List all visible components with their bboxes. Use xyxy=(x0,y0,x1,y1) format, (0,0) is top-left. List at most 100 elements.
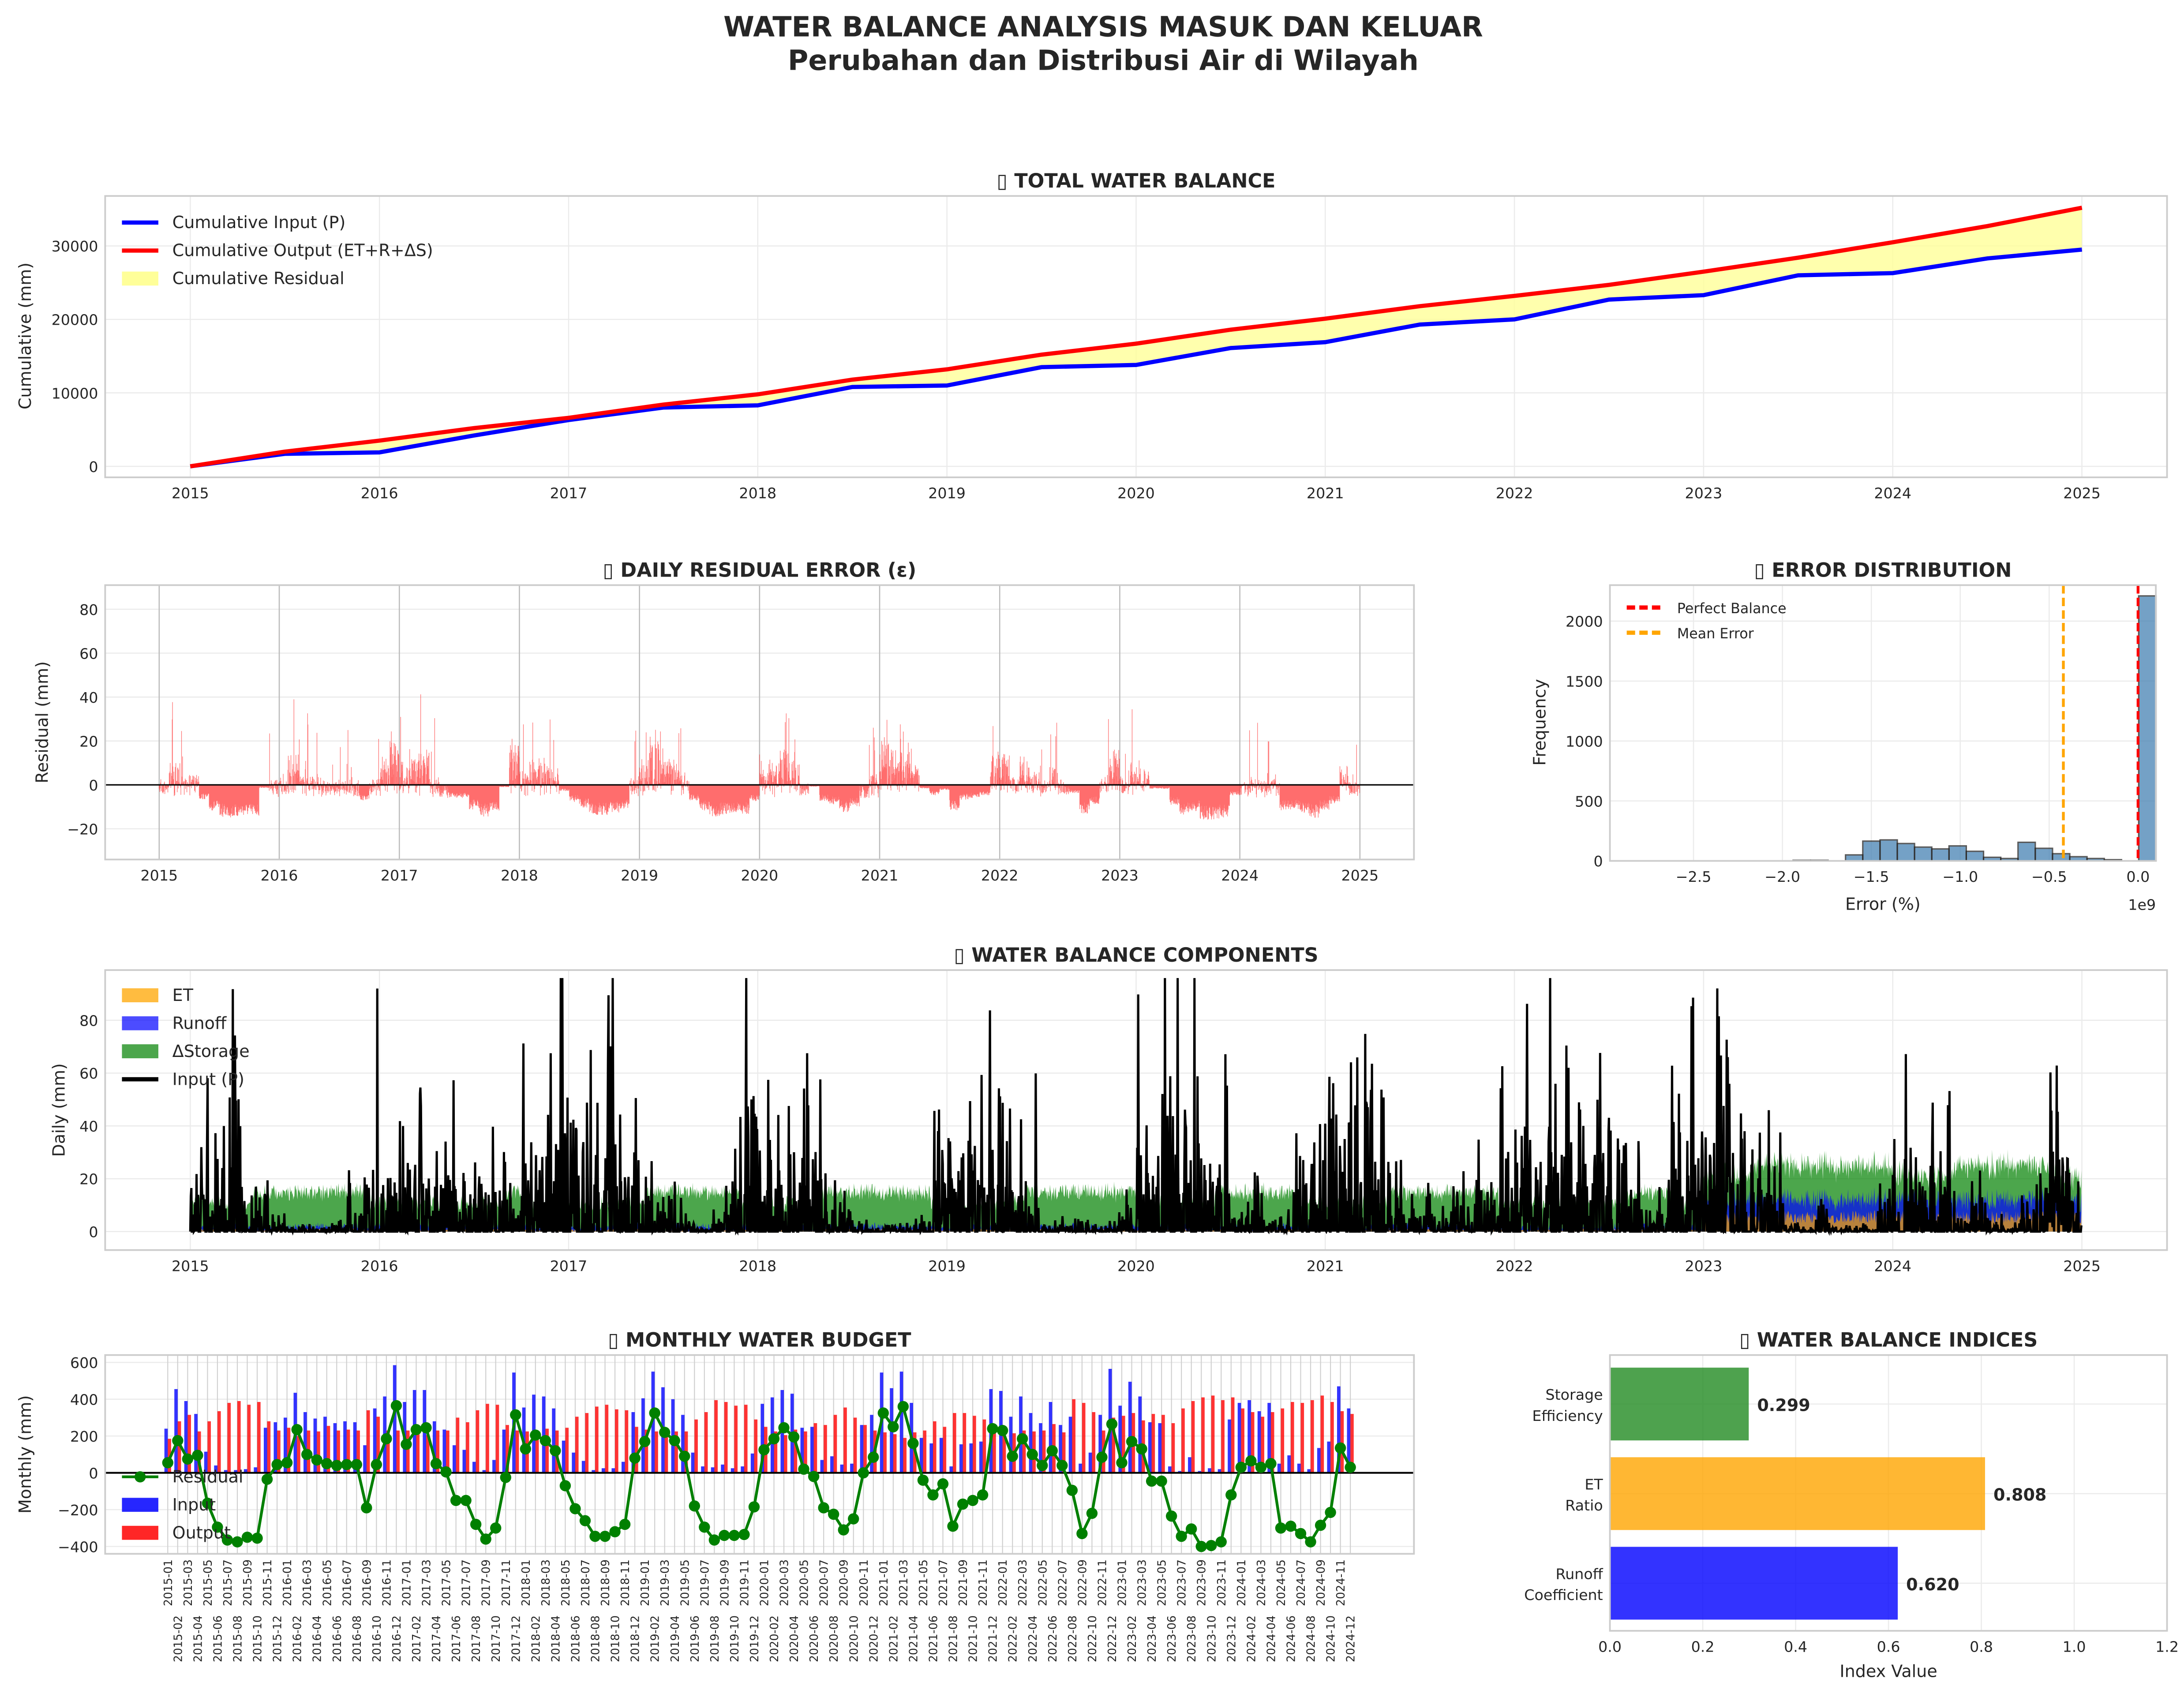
cumulative-chart: ▯ TOTAL WATER BALANCE 2015 2016 2017 2018 201… xyxy=(15,170,2168,502)
output-bar xyxy=(813,1423,817,1473)
output-bar xyxy=(1112,1417,1116,1473)
x-tick-label: 0.6 xyxy=(1877,1638,1900,1655)
residual-marker xyxy=(907,1438,919,1449)
residual-marker xyxy=(1056,1460,1068,1471)
x-tick-label: 2022-09 xyxy=(1075,1559,1089,1606)
residual-marker xyxy=(1325,1506,1336,1518)
output-bar xyxy=(933,1421,937,1473)
x-tick-label: 2016-08 xyxy=(350,1615,363,1662)
output-bar xyxy=(297,1436,300,1473)
input-bar xyxy=(959,1444,963,1473)
y-tick-label: Storage xyxy=(1545,1386,1603,1403)
residual-marker xyxy=(828,1508,839,1520)
residual-marker xyxy=(232,1536,243,1548)
input-bar xyxy=(1088,1452,1092,1473)
y-tick-label: Ratio xyxy=(1565,1497,1603,1514)
x-tick-label: 2020-10 xyxy=(847,1615,860,1662)
output-bar xyxy=(1311,1400,1314,1473)
x-tick-label: 2023-12 xyxy=(1225,1615,1238,1662)
x-tick-label: 2016-02 xyxy=(291,1615,304,1662)
x-tick-label: 2021-05 xyxy=(917,1559,930,1606)
input-bar xyxy=(979,1441,983,1473)
output-bar xyxy=(1231,1397,1235,1473)
output-bar xyxy=(1122,1416,1125,1473)
residual-marker xyxy=(1176,1530,1187,1542)
output-bar xyxy=(1181,1408,1185,1473)
residual-marker xyxy=(689,1500,700,1512)
output-bar xyxy=(506,1425,509,1473)
output-bar xyxy=(963,1413,967,1473)
residual-marker xyxy=(947,1521,959,1532)
x-tick-label: 2016-01 xyxy=(281,1559,294,1606)
output-bar xyxy=(724,1402,728,1473)
output-bar xyxy=(565,1428,569,1473)
output-bar xyxy=(1062,1432,1066,1473)
output-bar xyxy=(923,1430,927,1473)
x-tick-label: 2016-12 xyxy=(390,1615,403,1662)
panel-title-text: WATER BALANCE INDICES xyxy=(1757,1329,2038,1352)
input-bar xyxy=(1188,1457,1191,1473)
input-bar xyxy=(373,1408,377,1473)
x-tick-label: 2022-10 xyxy=(1086,1615,1099,1662)
residual-marker xyxy=(838,1524,849,1536)
output-bar xyxy=(1191,1401,1195,1473)
histogram-bar xyxy=(2034,847,2053,862)
output-bar xyxy=(1320,1395,1324,1473)
input-bar xyxy=(284,1417,287,1473)
x-tick-label: 2023-03 xyxy=(1135,1559,1149,1606)
x-tick-label: 2023-11 xyxy=(1215,1559,1228,1606)
output-bar xyxy=(177,1421,181,1473)
output-bar xyxy=(406,1430,410,1473)
x-tick-label: 2015-02 xyxy=(171,1615,184,1662)
x-tick-label: 2025 xyxy=(1341,867,1379,884)
residual-marker xyxy=(1046,1445,1058,1457)
residual-marker xyxy=(798,1463,809,1475)
y-tick-label: 80 xyxy=(79,1012,98,1030)
x-tick-label: 2018-12 xyxy=(629,1615,642,1662)
residual-marker xyxy=(619,1518,631,1530)
x-tick-label: 2017-02 xyxy=(410,1615,423,1662)
x-tick-label: 2019-06 xyxy=(688,1615,701,1662)
x-tick-label: 2020-12 xyxy=(867,1615,880,1662)
legend-label: Input xyxy=(172,1495,216,1514)
axes-frame xyxy=(104,1354,1415,1555)
residual-marker xyxy=(1285,1521,1296,1532)
x-tick-label: 2018-08 xyxy=(589,1615,602,1662)
x-tick-label: 2021 xyxy=(861,867,899,884)
x-tick-label: 2019-11 xyxy=(738,1559,751,1606)
y-tick-label: 0 xyxy=(1594,853,1603,870)
y-axis-label: Cumulative (mm) xyxy=(15,262,35,409)
input-bar xyxy=(1158,1423,1162,1473)
output-bar xyxy=(515,1430,519,1473)
y-tick-label: ET xyxy=(1585,1476,1603,1493)
axes-frame xyxy=(104,195,2168,478)
input-bar xyxy=(263,1428,267,1473)
x-tick-label: 2020-02 xyxy=(768,1615,781,1662)
input-bar xyxy=(234,1470,237,1473)
input-bar xyxy=(631,1412,635,1473)
components-chart: ▯ WATER BALANCE COMPONENTS 2015 2016 2017 20… xyxy=(49,944,2168,1274)
y-tick-label: −200 xyxy=(58,1502,98,1519)
residual-marker xyxy=(788,1431,800,1443)
output-bar xyxy=(982,1419,986,1473)
index-bar xyxy=(1610,1457,1985,1530)
x-tick-label: 2017-07 xyxy=(460,1559,473,1606)
residual-marker xyxy=(1146,1475,1158,1487)
residual-marker xyxy=(321,1458,333,1469)
x-tick-label: 2016-09 xyxy=(360,1559,373,1606)
input-bar xyxy=(1277,1463,1281,1473)
panel-title: ▯ WATER BALANCE COMPONENTS xyxy=(954,944,1318,967)
x-tick-label: 2016 xyxy=(361,485,398,502)
residual-marker xyxy=(530,1429,541,1441)
x-tick-label: 2024-02 xyxy=(1244,1615,1258,1662)
output-bar xyxy=(625,1410,629,1473)
x-tick-label: 2019-07 xyxy=(698,1559,711,1606)
output-bar xyxy=(853,1417,857,1473)
residual-marker xyxy=(1275,1522,1287,1534)
input-bar xyxy=(1029,1413,1033,1473)
residual-marker xyxy=(888,1421,899,1433)
figure-title: WATER BALANCE ANALYSIS MASUK DAN KELUAR xyxy=(723,11,1483,43)
output-bar xyxy=(863,1425,867,1473)
output-bar xyxy=(436,1430,440,1473)
input-bar xyxy=(393,1365,397,1473)
